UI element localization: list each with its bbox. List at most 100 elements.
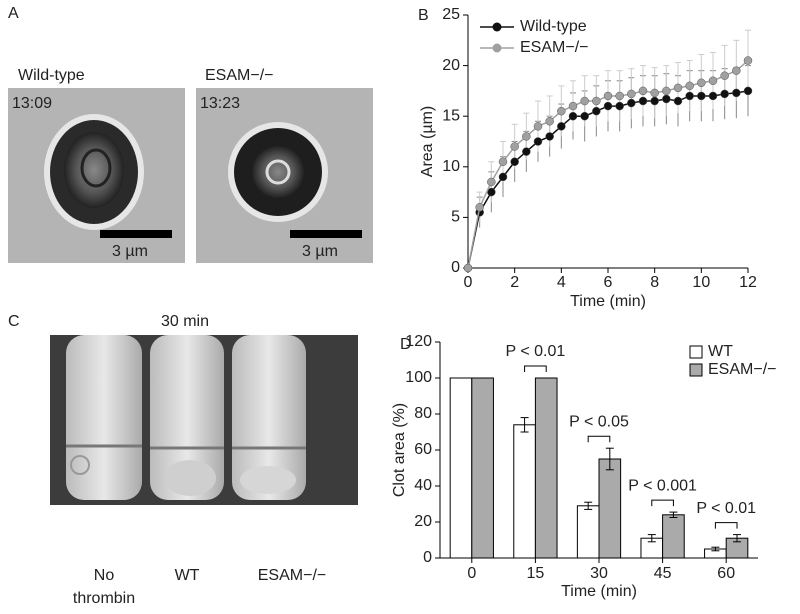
- data-point: [522, 147, 531, 156]
- y-tick-label: 10: [442, 158, 460, 175]
- data-point: [638, 96, 648, 106]
- legend-marker: [492, 22, 502, 32]
- data-point: [697, 91, 706, 101]
- x-tick-label: 45: [654, 565, 672, 582]
- data-point: [498, 172, 508, 182]
- data-point: [732, 66, 741, 75]
- data-point: [662, 94, 671, 104]
- legend-label: WT: [708, 343, 733, 360]
- tube-label: No: [94, 567, 115, 584]
- data-point: [743, 86, 753, 96]
- tube-label: ESAM−/−: [258, 567, 326, 584]
- bubble: [70, 455, 90, 475]
- x-tick-label: 8: [650, 274, 659, 291]
- clot: [164, 460, 216, 496]
- data-point: [592, 106, 601, 116]
- data-point: [533, 122, 543, 131]
- y-tick-label: 0: [451, 259, 460, 276]
- data-point: [615, 91, 624, 101]
- x-tick-label: 60: [717, 565, 735, 582]
- x-tick-label: 10: [692, 274, 710, 291]
- cell-nucleus: [80, 148, 112, 188]
- data-point: [650, 96, 659, 106]
- bar: [449, 377, 473, 559]
- data-point: [522, 132, 531, 141]
- data-point: [545, 117, 554, 126]
- x-tick-label: 6: [604, 274, 613, 291]
- data-point: [720, 89, 729, 99]
- data-point: [510, 157, 519, 166]
- bar: [576, 505, 600, 559]
- tube-label: WT: [175, 567, 200, 584]
- data-point: [708, 91, 718, 101]
- legend-swatch: [689, 345, 703, 359]
- data-point: [557, 122, 566, 131]
- bar: [598, 458, 622, 559]
- significance-label: P < 0.01: [696, 500, 756, 517]
- legend-swatch: [689, 363, 703, 377]
- scale-label: 3 µm: [112, 243, 148, 260]
- data-point: [685, 91, 694, 101]
- x-tick-label: 15: [527, 565, 545, 582]
- scale-bar: [290, 230, 362, 238]
- cell-core: [252, 146, 304, 198]
- data-point: [697, 78, 706, 88]
- data-point: [557, 106, 566, 116]
- data-point: [580, 111, 589, 121]
- data-point: [720, 71, 729, 80]
- significance-bracket: [524, 365, 547, 372]
- x-tick-label: 12: [739, 274, 757, 291]
- data-point: [487, 177, 496, 187]
- clot: [240, 466, 296, 494]
- data-point: [533, 137, 543, 146]
- data-point: [510, 142, 519, 151]
- panel-label: C: [8, 313, 20, 330]
- micrograph: 13:23 3 µm: [196, 88, 373, 263]
- scale-label: 3 µm: [302, 243, 338, 260]
- data-point: [627, 98, 636, 108]
- significance-label: P < 0.01: [506, 343, 566, 360]
- data-point: [568, 111, 578, 121]
- x-tick-label: 30: [590, 565, 608, 582]
- data-point: [463, 263, 473, 273]
- photo: [50, 335, 358, 505]
- panel-label: D: [400, 336, 412, 353]
- data-point: [592, 96, 601, 106]
- y-tick-label: 120: [405, 333, 432, 350]
- y-tick-label: 0: [423, 549, 432, 566]
- data-point: [673, 83, 683, 93]
- x-axis-label: Time (min): [561, 583, 637, 600]
- x-axis-label: Time (min): [570, 293, 646, 310]
- x-tick-label: 0: [464, 274, 473, 291]
- significance-bracket: [714, 522, 738, 529]
- tube-label: thrombin: [73, 590, 135, 607]
- data-point: [603, 91, 613, 101]
- bar: [662, 514, 685, 559]
- y-tick-label: 25: [442, 6, 460, 23]
- micrograph: 13:09 3 µm: [8, 88, 185, 263]
- y-tick-label: 20: [442, 57, 460, 74]
- data-point: [708, 76, 718, 86]
- data-point: [732, 88, 741, 98]
- tube: [232, 335, 306, 500]
- y-tick-label: 100: [405, 369, 432, 386]
- bar: [513, 424, 536, 559]
- y-tick-label: 5: [451, 209, 460, 226]
- bar: [471, 377, 494, 559]
- data-point: [615, 101, 624, 111]
- tube: [66, 335, 142, 500]
- data-point: [673, 96, 683, 106]
- data-point: [743, 56, 753, 65]
- image-label: ESAM−/−: [205, 67, 273, 84]
- x-tick-label: 2: [510, 274, 519, 291]
- cell-nucleus: [265, 159, 291, 185]
- significance-bracket: [651, 499, 674, 507]
- legend-label: ESAM−/−: [520, 39, 588, 56]
- y-tick-label: 20: [414, 513, 432, 530]
- scale-bar: [100, 230, 172, 238]
- data-point: [603, 101, 613, 111]
- data-point: [580, 96, 589, 106]
- data-point: [498, 157, 508, 166]
- timestamp: 13:09: [12, 95, 52, 112]
